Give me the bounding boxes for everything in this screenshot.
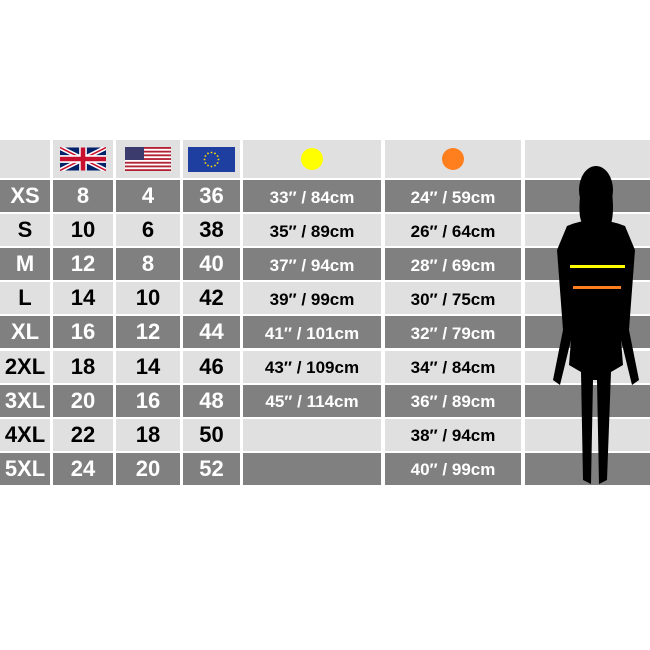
cell-bust xyxy=(243,418,381,451)
cell-size: 2XL xyxy=(0,350,50,383)
cell-uk: 16 xyxy=(53,316,113,349)
cell-fig xyxy=(525,214,650,247)
orange-dot-icon xyxy=(442,148,464,170)
eu-star xyxy=(214,152,216,154)
cell-waist: 32″ / 79cm xyxy=(385,316,521,349)
cell-bust: 41″ / 101cm xyxy=(243,316,381,349)
cell-us: 10 xyxy=(116,282,180,315)
cell-us: 18 xyxy=(116,418,180,451)
cell-waist: 40″ / 99cm xyxy=(385,452,521,485)
cell-us: 14 xyxy=(116,350,180,383)
cell-bust: 43″ / 109cm xyxy=(243,350,381,383)
eu-star xyxy=(207,164,209,166)
cell-uk: 18 xyxy=(53,350,113,383)
cell-bust: 35″ / 89cm xyxy=(243,214,381,247)
eu-star xyxy=(204,154,207,157)
cell-eu: 40 xyxy=(183,248,240,281)
header-uk xyxy=(53,140,113,178)
cell-us: 12 xyxy=(116,316,180,349)
cell-size: 5XL xyxy=(0,452,50,485)
cell-eu: 42 xyxy=(183,282,240,315)
cell-eu: 50 xyxy=(183,418,240,451)
cell-uk: 8 xyxy=(53,180,113,212)
cell-bust: 37″ / 94cm xyxy=(243,248,381,281)
cell-fig xyxy=(525,316,650,349)
cell-size: L xyxy=(0,282,50,315)
cell-fig xyxy=(525,452,650,485)
cell-uk: 14 xyxy=(53,282,113,315)
cell-waist: 38″ / 94cm xyxy=(385,418,521,451)
header-waist xyxy=(385,140,521,178)
cell-bust xyxy=(243,452,381,485)
cell-eu: 48 xyxy=(183,384,240,417)
cell-size: XL xyxy=(0,316,50,349)
cell-size: S xyxy=(0,214,50,247)
cell-fig xyxy=(525,282,650,315)
cell-us: 20 xyxy=(116,452,180,485)
eu-star xyxy=(210,151,213,153)
eu-star xyxy=(210,165,213,167)
cell-waist: 30″ / 75cm xyxy=(385,282,521,315)
yellow-dot-icon xyxy=(301,148,323,170)
cell-waist: 28″ / 69cm xyxy=(385,248,521,281)
header-figure xyxy=(525,140,650,178)
cell-fig xyxy=(525,248,650,281)
eu-star xyxy=(204,161,207,164)
header-bust xyxy=(243,140,381,178)
cell-eu: 38 xyxy=(183,214,240,247)
cell-uk: 22 xyxy=(53,418,113,451)
cell-uk: 24 xyxy=(53,452,113,485)
cell-eu: 44 xyxy=(183,316,240,349)
cell-size: 3XL xyxy=(0,384,50,417)
cell-eu: 36 xyxy=(183,180,240,212)
cell-fig xyxy=(525,418,650,451)
cell-waist: 24″ / 59cm xyxy=(385,180,521,212)
header-us xyxy=(116,140,180,178)
cell-bust: 39″ / 99cm xyxy=(243,282,381,315)
cell-us: 4 xyxy=(116,180,180,212)
cell-bust: 45″ / 114cm xyxy=(243,384,381,417)
eu-star xyxy=(207,152,209,154)
us-flag-icon xyxy=(125,147,171,171)
eu-star xyxy=(214,164,216,166)
cell-fig xyxy=(525,350,650,383)
cell-us: 8 xyxy=(116,248,180,281)
header-eu xyxy=(183,140,240,178)
cell-waist: 34″ / 84cm xyxy=(385,350,521,383)
cell-uk: 20 xyxy=(53,384,113,417)
cell-eu: 52 xyxy=(183,452,240,485)
eu-star xyxy=(216,154,219,157)
cell-fig xyxy=(525,180,650,212)
eu-star xyxy=(203,158,206,160)
cell-waist: 26″ / 64cm xyxy=(385,214,521,247)
cell-waist: 36″ / 89cm xyxy=(385,384,521,417)
header-size xyxy=(0,140,50,178)
eu-star xyxy=(217,158,220,160)
cell-uk: 10 xyxy=(53,214,113,247)
eu-star xyxy=(216,161,219,164)
uk-flag-icon xyxy=(60,147,106,171)
cell-eu: 46 xyxy=(183,350,240,383)
cell-us: 6 xyxy=(116,214,180,247)
cell-uk: 12 xyxy=(53,248,113,281)
cell-bust: 33″ / 84cm xyxy=(243,180,381,212)
cell-size: 4XL xyxy=(0,418,50,451)
eu-flag-icon xyxy=(188,146,235,172)
cell-us: 16 xyxy=(116,384,180,417)
cell-size: M xyxy=(0,248,50,281)
cell-size: XS xyxy=(0,180,50,212)
cell-fig xyxy=(525,384,650,417)
